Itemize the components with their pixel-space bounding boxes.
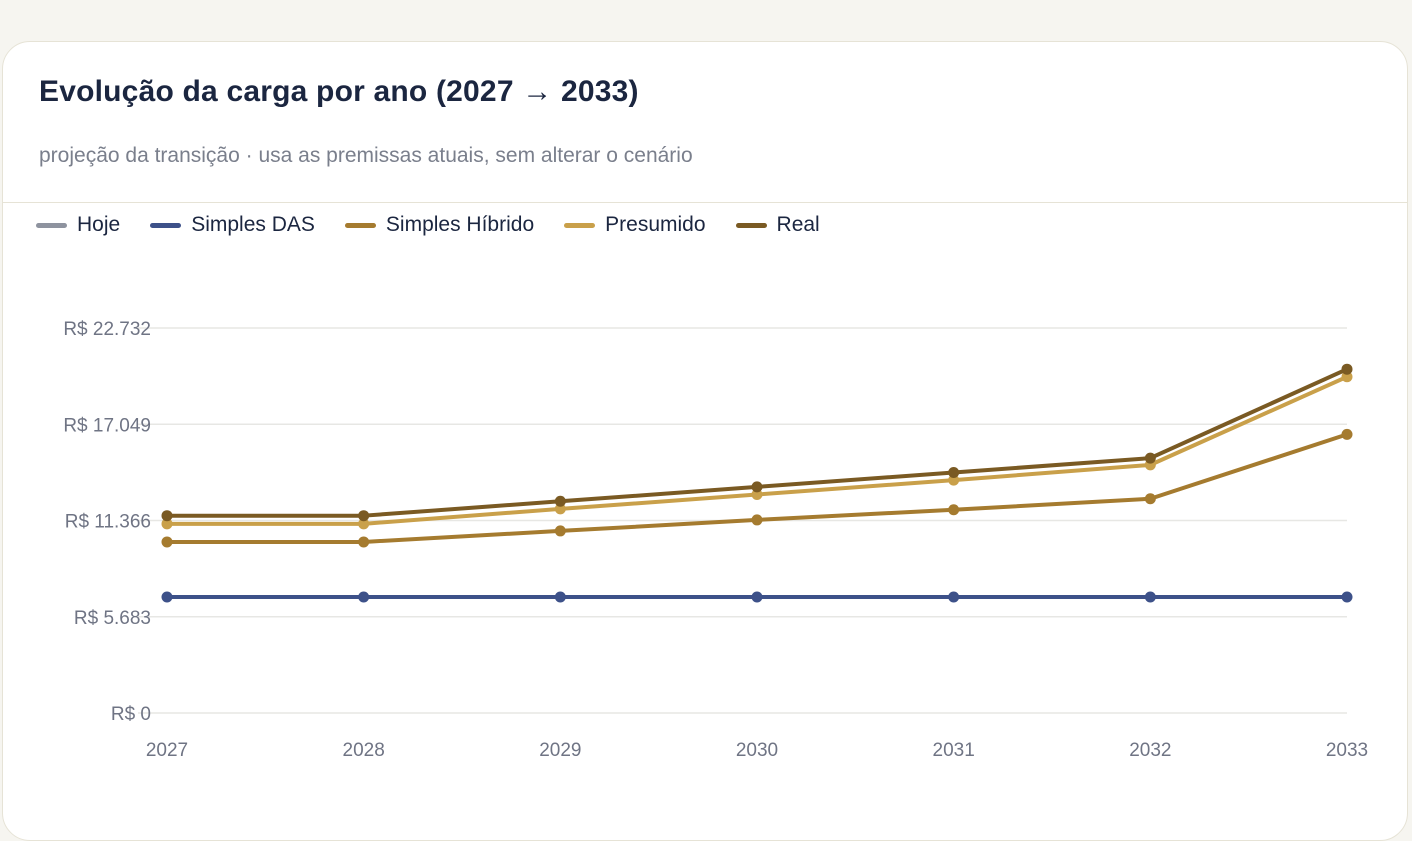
data-point-real [554, 495, 566, 507]
data-point-simples-hibrido [358, 536, 370, 548]
data-point-simples-hibrido [1144, 493, 1156, 505]
y-tick-label: R$ 11.366 [65, 512, 151, 533]
data-point-presumido [948, 474, 960, 486]
x-tick-label: 2032 [1129, 740, 1171, 761]
legend-swatch [344, 222, 376, 228]
legend-item-presumido[interactable]: Presumido [564, 213, 706, 237]
chart-legend: Hoje Simples DAS Simples Híbrido Presumi… [36, 213, 850, 237]
legend-swatch [735, 222, 767, 228]
y-tick-label: R$ 17.049 [63, 415, 151, 436]
data-point-simples-das [1341, 591, 1353, 603]
legend-label: Simples DAS [191, 213, 315, 236]
legend-swatch [564, 222, 596, 228]
legend-label: Simples Híbrido [385, 213, 535, 236]
data-point-simples-hibrido [1341, 428, 1353, 440]
chart-card: Evolução da carga por ano (2027 → 2033) … [2, 41, 1408, 841]
data-point-simples-das [161, 591, 173, 603]
data-point-real [1341, 363, 1353, 375]
legend-item-simples-das[interactable]: Simples DAS [150, 213, 315, 237]
data-point-simples-das [751, 591, 763, 603]
data-point-simples-das [358, 591, 370, 603]
line-chart: R$ 0 R$ 5.683 R$ 11.366 R$ 17.049 R$ 22.732 2… [63, 319, 1368, 761]
data-point-simples-das [1144, 591, 1156, 603]
x-tick-label: 2030 [736, 740, 778, 761]
data-point-real [161, 510, 173, 522]
legend-label: Real [776, 213, 820, 236]
legend-label: Hoje [77, 213, 121, 236]
data-point-simples-hibrido [554, 525, 566, 537]
x-tick-label: 2027 [146, 740, 188, 761]
data-point-real [358, 510, 370, 522]
data-point-simples-das [554, 591, 566, 603]
data-point-presumido [554, 503, 566, 515]
data-point-real [751, 481, 763, 493]
legend-item-hoje[interactable]: Hoje [36, 213, 120, 237]
data-point-presumido [161, 518, 173, 530]
data-point-presumido [358, 518, 370, 530]
legend-item-real[interactable]: Real [735, 213, 820, 237]
data-point-presumido [751, 489, 763, 501]
x-tick-label: 2031 [933, 740, 975, 761]
data-point-presumido [1341, 371, 1353, 383]
y-tick-label: R$ 22.732 [63, 319, 151, 340]
data-point-simples-das [948, 591, 960, 603]
data-point-real [1144, 452, 1156, 464]
y-tick-label: R$ 0 [111, 704, 151, 725]
x-tick-label: 2028 [343, 740, 385, 761]
data-point-simples-hibrido [161, 536, 173, 548]
legend-label: Presumido [605, 213, 706, 236]
x-tick-label: 2029 [539, 740, 581, 761]
chart-subtitle: projeção da transição · usa as premissas… [39, 144, 693, 167]
data-point-simples-hibrido [751, 514, 763, 526]
legend-swatch [150, 222, 182, 228]
y-tick-label: R$ 5.683 [74, 608, 151, 629]
data-point-simples-hibrido [948, 504, 960, 516]
x-tick-label: 2033 [1326, 740, 1368, 761]
legend-item-simples-hibrido[interactable]: Simples Híbrido [344, 213, 535, 237]
card-header: Evolução da carga por ano (2027 → 2033) … [3, 42, 1407, 203]
data-point-real [948, 467, 960, 479]
chart-title: Evolução da carga por ano (2027 → 2033) [39, 75, 639, 108]
legend-swatch [36, 222, 67, 228]
